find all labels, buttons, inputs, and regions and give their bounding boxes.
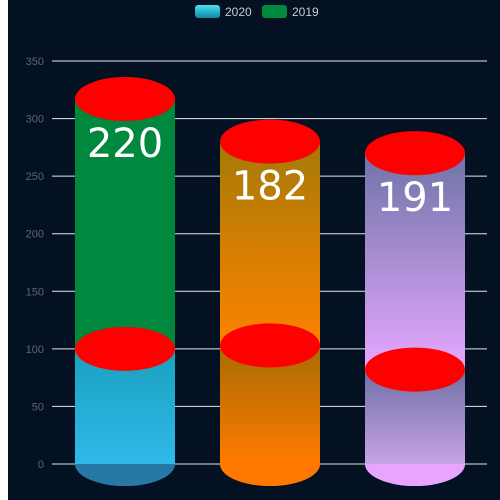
bar-top-cap: [220, 119, 320, 164]
y-tick-label: 150: [26, 286, 44, 298]
bar-base-ellipse-front: [75, 464, 175, 486]
y-tick-label: 250: [26, 171, 44, 183]
bar-middle-cap: [75, 326, 175, 371]
legend-label-2019[interactable]: 2019: [292, 5, 319, 19]
bar-segment-2019: [365, 153, 465, 370]
data-labels: 220 182 191: [87, 121, 453, 221]
y-tick-label: 100: [26, 344, 44, 356]
bar-data-label: 220: [87, 121, 163, 167]
y-tick-label: 200: [26, 229, 44, 241]
legend-label-2020[interactable]: 2020: [225, 5, 252, 19]
y-tick-label: 300: [26, 114, 44, 126]
bar-base-ellipse-front: [220, 464, 320, 486]
legend-swatch-2020[interactable]: [195, 5, 220, 18]
bar-top-cap: [75, 76, 175, 121]
y-tick-label: 350: [26, 56, 44, 68]
bar-segment-2019: [75, 98, 175, 349]
bar-base-ellipse-front: [365, 464, 465, 486]
bar-data-label: 191: [377, 175, 453, 221]
bar-middle-cap: [220, 323, 320, 368]
chart-legend: 2020 2019: [195, 5, 319, 19]
y-axis-tick-labels: 0 50 100 150 200 250 300 350: [26, 56, 44, 471]
bar-data-label: 182: [232, 164, 308, 210]
y-tick-label: 50: [32, 401, 44, 413]
legend-swatch-2019[interactable]: [262, 5, 287, 18]
bar-middle-cap: [365, 347, 465, 392]
bar-segment-2019: [220, 141, 320, 346]
bar-series: [75, 76, 465, 486]
y-tick-label: 0: [38, 459, 44, 471]
bar-top-cap: [365, 131, 465, 176]
